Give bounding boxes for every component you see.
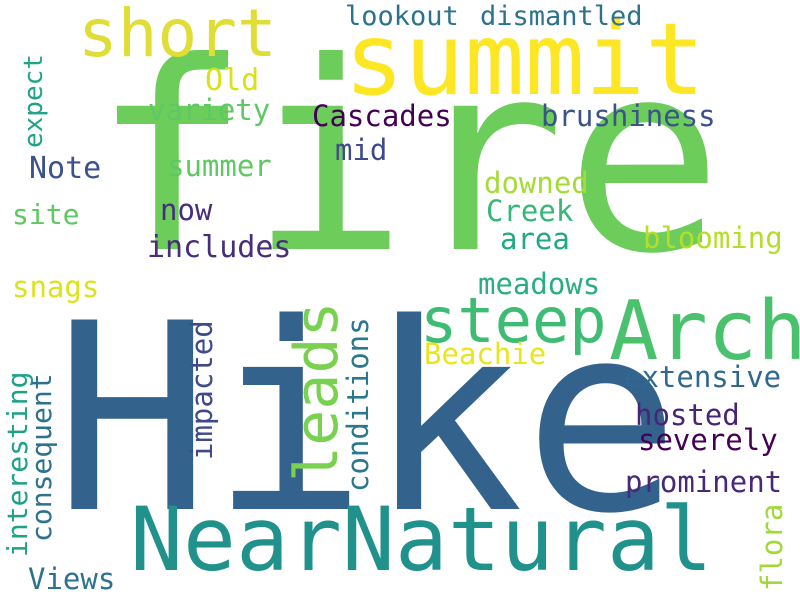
word-expect: expect	[19, 54, 49, 148]
word-variety: variety	[148, 93, 271, 127]
word-site: site	[12, 198, 80, 231]
word-blooming: blooming	[643, 221, 783, 255]
word-mid: mid	[335, 133, 388, 167]
word-consequent: consequent	[25, 373, 58, 542]
word-now: now	[160, 193, 213, 227]
word-arch: Arch	[609, 284, 800, 379]
word-lookout: lookout	[345, 1, 459, 32]
word-impacted: impacted	[185, 320, 219, 460]
word-extensive: extensive	[624, 360, 782, 394]
word-hike: Hike	[54, 269, 681, 571]
word-nearnatural: NearNatural	[130, 488, 713, 591]
word-views: Views	[28, 562, 116, 596]
word-note: Note	[29, 151, 102, 186]
word-leads: leads	[282, 301, 352, 482]
word-dismantled: dismantled	[480, 1, 643, 32]
word-creek: Creek	[486, 194, 574, 228]
word-short: short	[78, 0, 277, 72]
word-steep: steep	[420, 284, 607, 357]
word-conditions: conditions	[341, 317, 375, 492]
word-cascades: Cascades	[312, 99, 452, 133]
word-fire: fire	[92, 6, 723, 311]
word-beachie: Beachie	[424, 337, 547, 371]
word-flora: flora	[755, 503, 789, 591]
word-old: Old	[205, 63, 260, 98]
word-severely: severely	[638, 423, 778, 457]
word-meadows: meadows	[478, 267, 601, 301]
word-prominent: prominent	[625, 465, 783, 499]
word-hosted: hosted	[635, 398, 740, 432]
word-summit: summit	[344, 1, 706, 118]
word-summer: summer	[167, 149, 272, 183]
word-downed: downed	[484, 166, 589, 200]
word-includes: includes	[147, 230, 292, 265]
word-brushiness: brushiness	[541, 99, 716, 133]
word-area: area	[500, 222, 570, 256]
word-snags: snags	[12, 270, 100, 304]
